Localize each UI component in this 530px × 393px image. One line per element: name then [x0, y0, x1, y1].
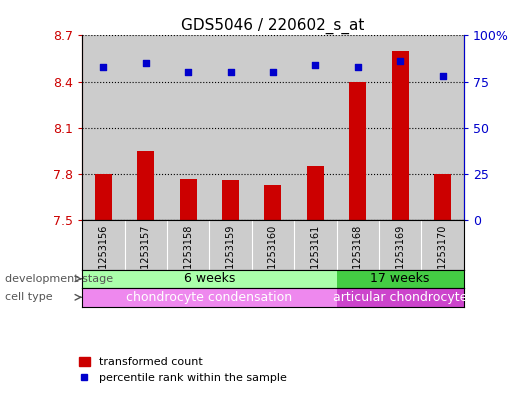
Bar — [209, 35, 252, 220]
Text: GSM1253160: GSM1253160 — [268, 224, 278, 290]
Bar — [337, 270, 464, 288]
Bar — [82, 270, 337, 288]
Text: GSM1253161: GSM1253161 — [311, 224, 320, 290]
Bar — [180, 179, 197, 220]
Point — [142, 60, 150, 66]
Bar — [294, 35, 337, 220]
Text: GSM1253157: GSM1253157 — [141, 224, 151, 290]
Bar — [82, 288, 337, 307]
Point — [438, 73, 447, 79]
Bar — [95, 174, 112, 220]
Text: GSM1253159: GSM1253159 — [226, 224, 235, 290]
Point — [396, 58, 404, 64]
Bar — [125, 35, 167, 220]
Bar — [337, 288, 464, 307]
Text: 6 weeks: 6 weeks — [184, 272, 235, 285]
Text: 17 weeks: 17 weeks — [370, 272, 430, 285]
Text: development stage: development stage — [5, 274, 113, 284]
Bar — [421, 35, 464, 220]
Title: GDS5046 / 220602_s_at: GDS5046 / 220602_s_at — [181, 18, 365, 34]
Bar — [252, 35, 294, 220]
Legend: transformed count, percentile rank within the sample: transformed count, percentile rank withi… — [74, 353, 291, 387]
Point — [184, 69, 192, 75]
Bar — [82, 35, 125, 220]
Text: chondrocyte condensation: chondrocyte condensation — [126, 291, 293, 304]
Text: GSM1253168: GSM1253168 — [353, 224, 363, 290]
Bar — [264, 185, 281, 220]
Bar — [137, 151, 154, 220]
Bar — [379, 35, 421, 220]
Bar — [349, 82, 366, 220]
Text: cell type: cell type — [5, 292, 53, 302]
Point — [99, 64, 108, 70]
Text: GSM1253169: GSM1253169 — [395, 224, 405, 290]
Point — [354, 64, 362, 70]
Bar — [307, 166, 324, 220]
Point — [226, 69, 235, 75]
Text: GSM1253170: GSM1253170 — [438, 224, 447, 290]
Bar — [167, 35, 209, 220]
Bar — [222, 180, 239, 220]
Text: articular chondrocyte: articular chondrocyte — [333, 291, 467, 304]
Bar — [337, 35, 379, 220]
Text: GSM1253156: GSM1253156 — [99, 224, 108, 290]
Text: GSM1253158: GSM1253158 — [183, 224, 193, 290]
Point — [311, 62, 320, 68]
Bar — [434, 174, 451, 220]
Point — [269, 69, 277, 75]
Bar — [392, 51, 409, 220]
